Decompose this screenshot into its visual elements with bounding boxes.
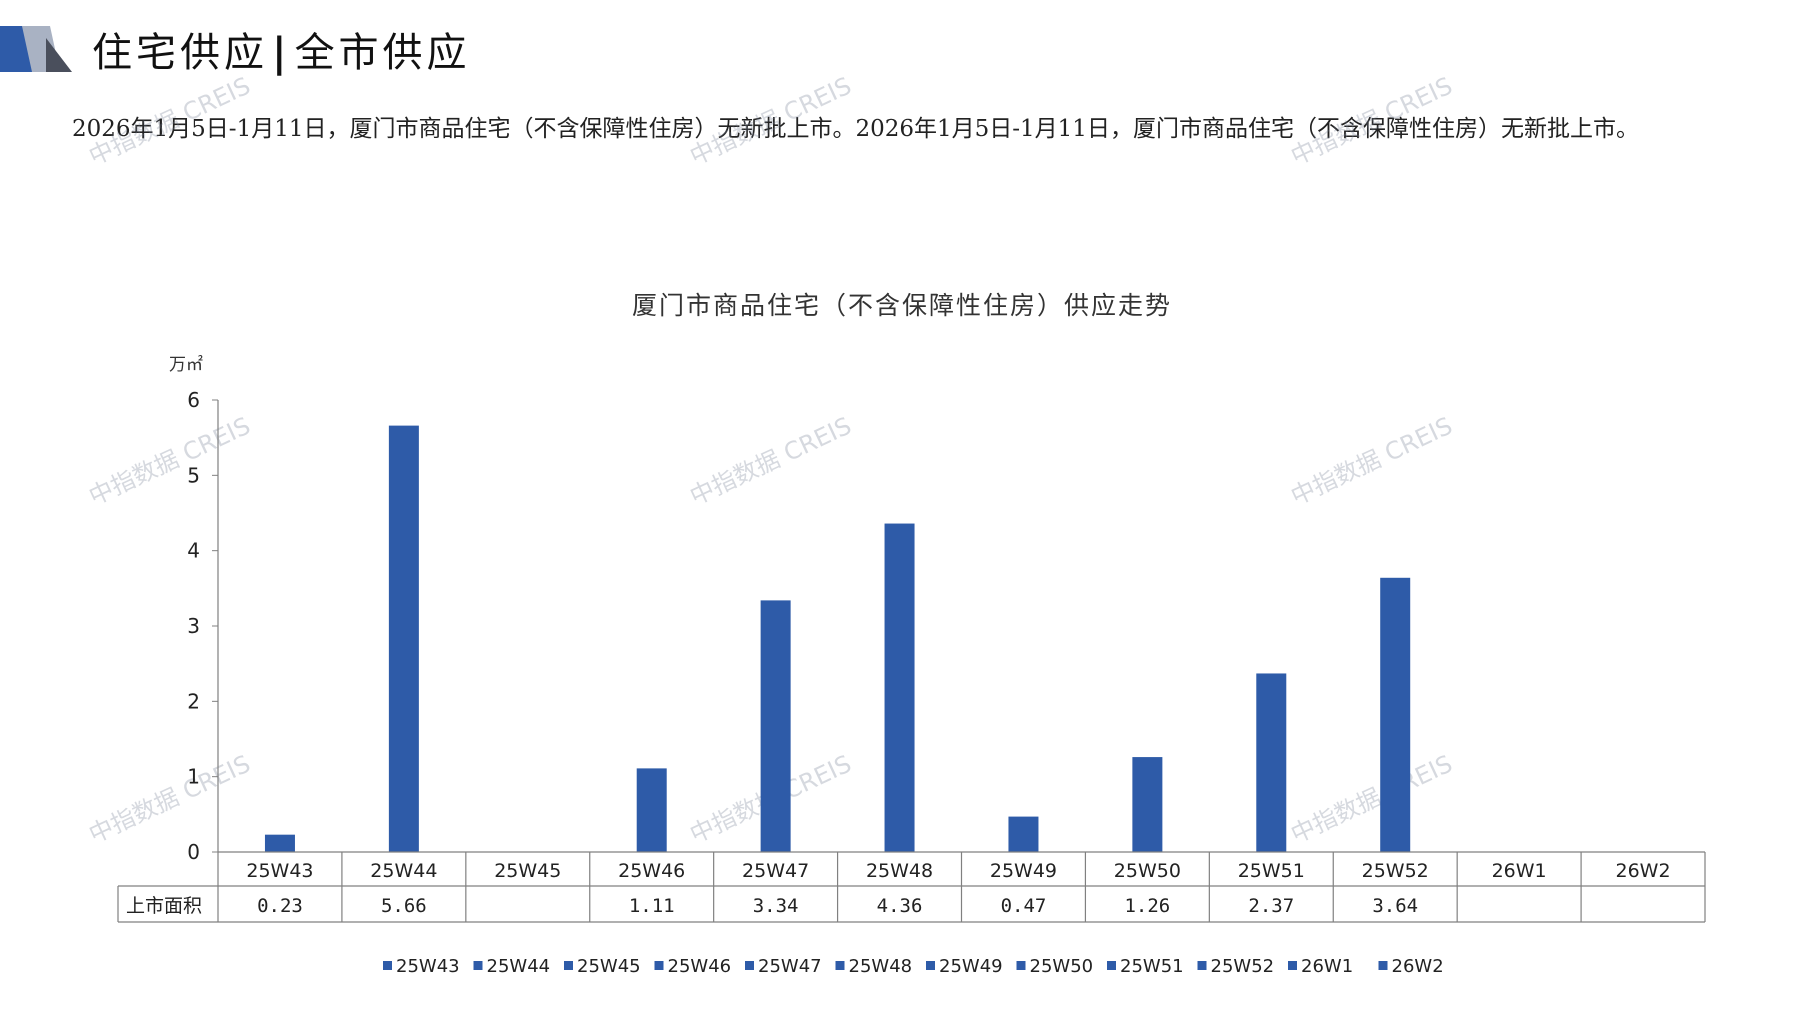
legend-label: 25W50: [1030, 956, 1094, 977]
legend-swatch: [1197, 961, 1207, 970]
x-tick-label: 25W43: [246, 860, 313, 882]
legend-swatch: [1016, 961, 1026, 970]
legend-label: 25W51: [1120, 956, 1184, 977]
data-label: 0.23: [257, 895, 303, 917]
data-label: 1.11: [629, 895, 675, 917]
legend-swatch: [383, 961, 392, 970]
y-tick-label: 5: [187, 463, 200, 487]
y-tick-label: 1: [187, 765, 200, 789]
data-label: 2.37: [1248, 895, 1294, 917]
data-label: 0.47: [1001, 895, 1047, 917]
x-tick-label: 25W50: [1114, 860, 1181, 882]
legend-swatch: [745, 961, 754, 970]
legend-label: 25W45: [577, 956, 641, 977]
title-right: 全市供应: [294, 30, 471, 76]
chart-title: 厦门市商品住宅（不含保障性住房）供应走势: [632, 291, 1172, 320]
legend-label: 25W44: [487, 956, 551, 977]
bar: [1256, 673, 1287, 852]
y-tick-label: 0: [187, 840, 200, 864]
legend-label: 25W46: [668, 956, 732, 977]
y-tick-label: 6: [187, 388, 200, 412]
legend-swatch: [1288, 961, 1297, 970]
x-tick-label: 25W47: [742, 860, 809, 882]
x-tick-label: 25W44: [370, 860, 437, 882]
title-separator: |: [272, 29, 291, 76]
title-left: 住宅供应: [92, 30, 268, 76]
bar: [636, 768, 667, 852]
legend-label: 25W52: [1211, 956, 1275, 977]
legend-swatch: [835, 961, 845, 970]
legend-swatch: [1107, 961, 1116, 970]
series-name-label: 上市面积: [126, 895, 202, 917]
x-tick-label: 26W1: [1492, 860, 1547, 882]
data-label: 3.64: [1372, 895, 1418, 917]
bar: [1132, 757, 1163, 852]
data-label: 3.34: [753, 895, 799, 917]
summary-text: 2026年1月5日-1月11日，厦门市商品住宅（不含保障性住房）无新批上市。20…: [72, 116, 1639, 142]
y-axis-unit: 万㎡: [169, 355, 203, 375]
x-tick-label: 25W45: [494, 860, 561, 882]
legend-swatch: [654, 961, 664, 970]
legend-swatch: [926, 961, 935, 970]
bar: [760, 600, 791, 852]
x-tick-label: 25W48: [866, 860, 933, 882]
data-label: 5.66: [381, 895, 427, 917]
x-tick-label: 25W49: [990, 860, 1057, 882]
legend-label: 25W47: [758, 956, 822, 977]
x-tick-label: 25W52: [1362, 860, 1429, 882]
y-tick-label: 2: [187, 689, 200, 713]
bar: [1008, 816, 1039, 852]
y-tick-label: 3: [187, 614, 200, 638]
page-title: 住宅供应 | 全市供应: [92, 20, 471, 78]
legend-label: 25W48: [849, 956, 913, 977]
legend-swatch: [564, 961, 573, 970]
bar: [388, 425, 419, 852]
legend-swatch: [1378, 961, 1388, 970]
bar: [264, 834, 295, 852]
y-tick-label: 4: [187, 539, 200, 563]
legend-label: 26W2: [1392, 956, 1444, 977]
data-label: 1.26: [1124, 895, 1170, 917]
legend-label: 25W43: [396, 956, 460, 977]
bar: [884, 523, 915, 852]
legend-swatch: [473, 961, 483, 970]
x-tick-label: 25W46: [618, 860, 685, 882]
legend-label: 26W1: [1301, 956, 1353, 977]
x-tick-label: 26W2: [1616, 860, 1671, 882]
x-tick-label: 25W51: [1238, 860, 1305, 882]
bar: [1380, 577, 1411, 852]
data-label: 4.36: [877, 895, 923, 917]
brand-logo: [0, 26, 72, 72]
legend-label: 25W49: [939, 956, 1003, 977]
